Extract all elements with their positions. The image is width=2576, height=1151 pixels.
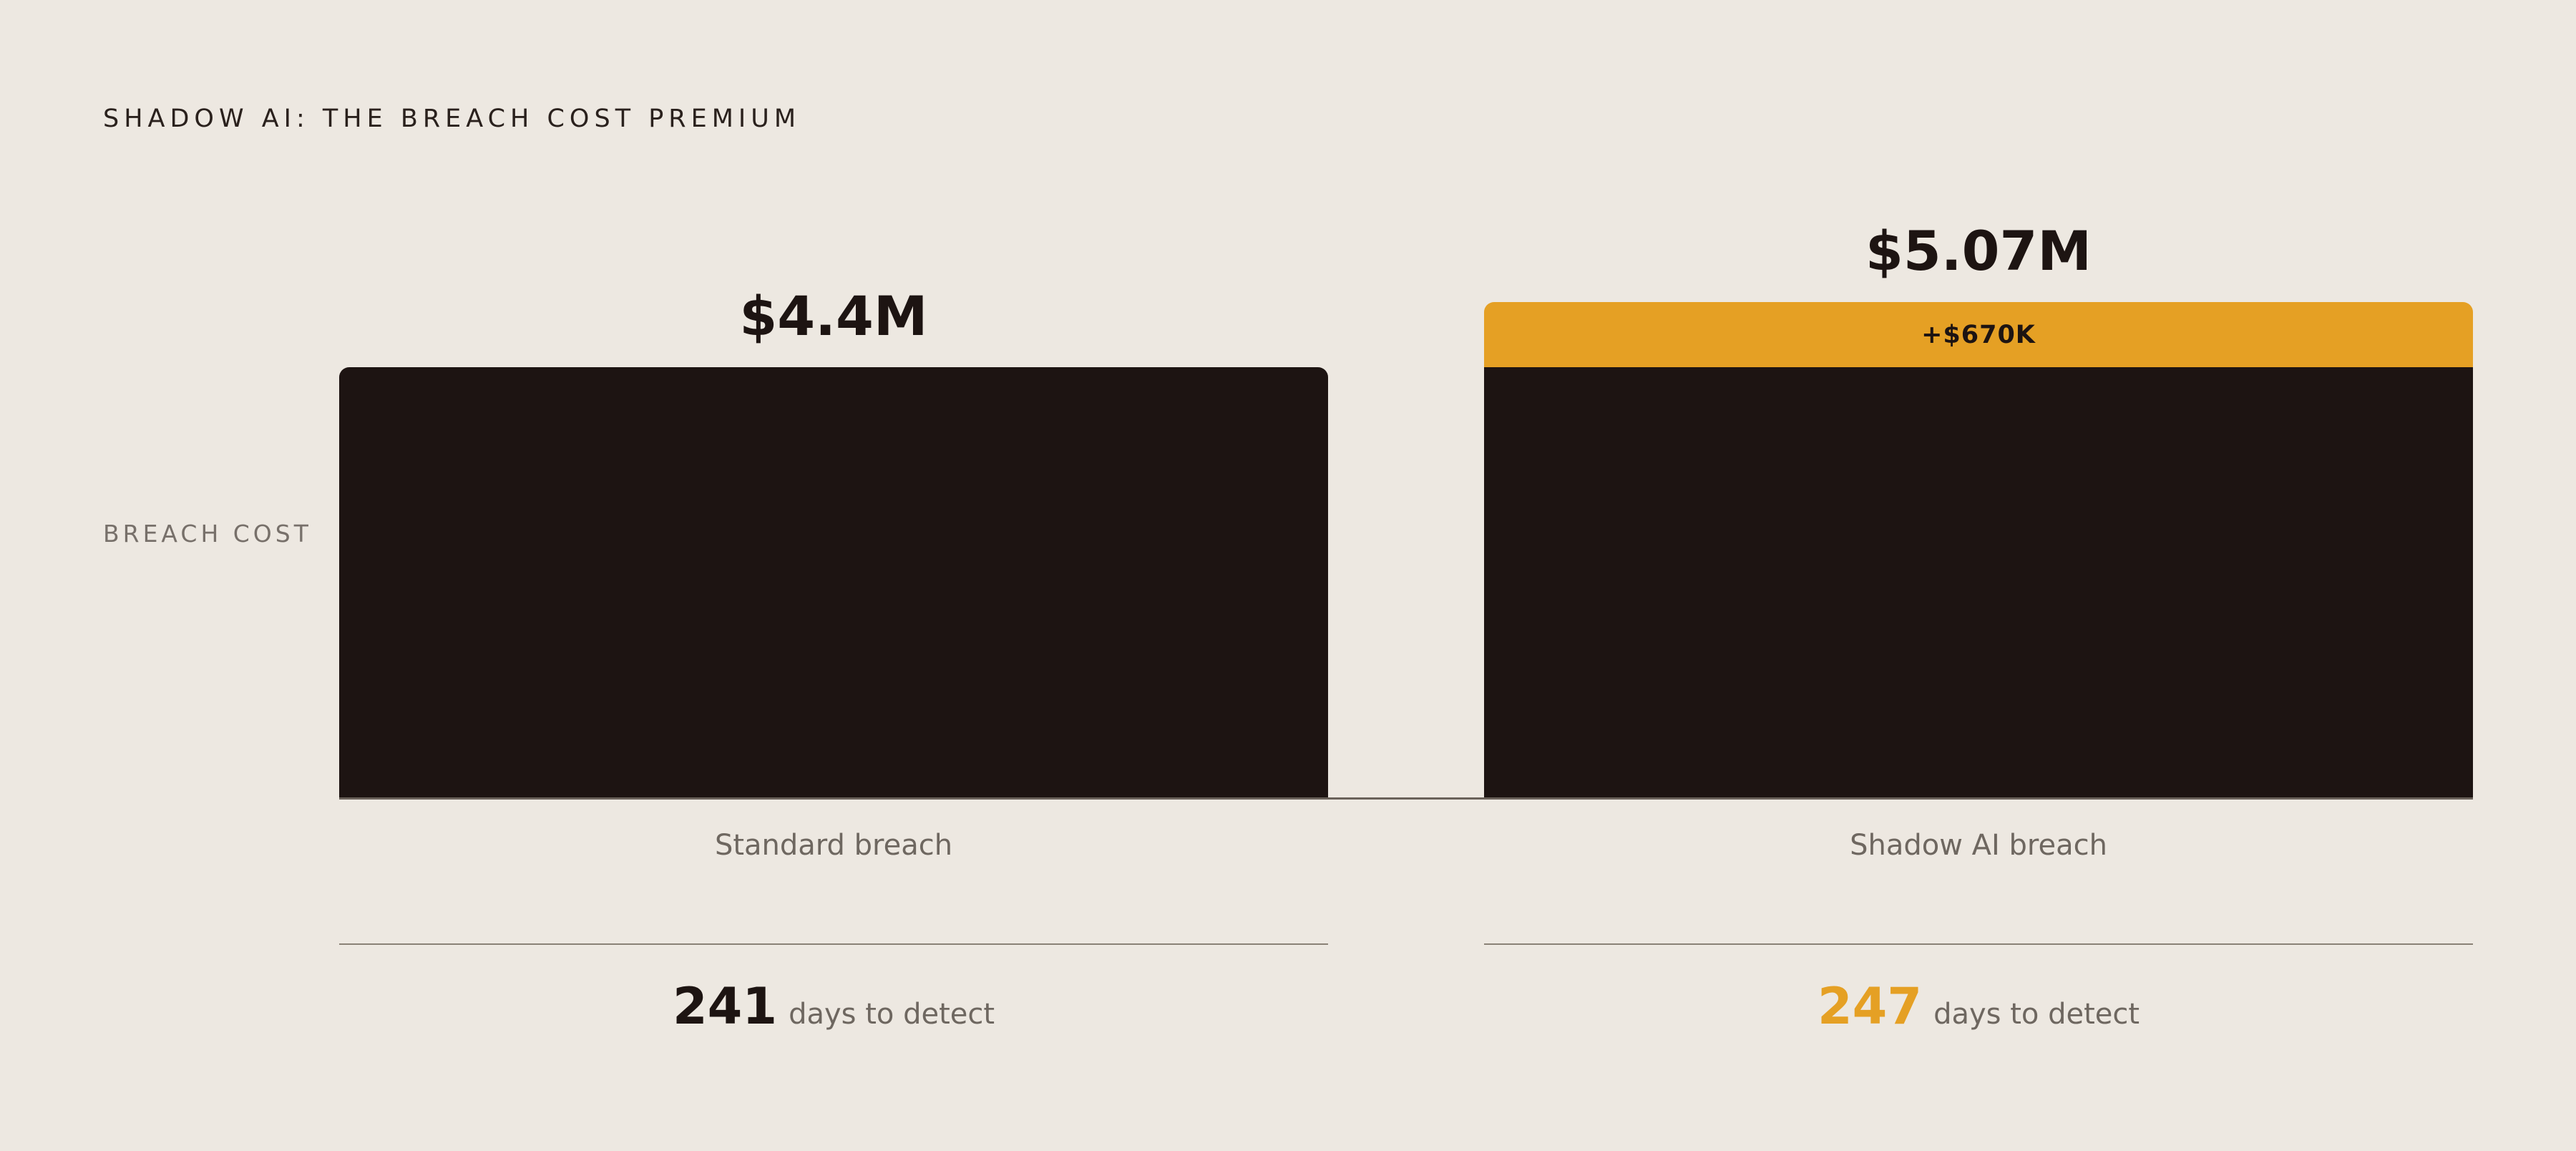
premium-label: +$670K <box>1921 320 2036 349</box>
divider-standard <box>339 943 1328 945</box>
y-axis-label: BREACH COST <box>103 520 312 548</box>
days-value: 247 <box>1817 977 1923 1036</box>
category-label-standard: Standard breach <box>714 829 953 862</box>
category-label-shadow-ai: Shadow AI breach <box>1850 829 2107 862</box>
bar-total-label-standard: $4.4M <box>739 284 928 349</box>
chart-title: SHADOW AI: THE BREACH COST PREMIUM <box>103 105 801 133</box>
bar-total-label-shadow-ai: $5.07M <box>1865 219 2092 283</box>
divider-shadow-ai <box>1484 943 2473 945</box>
x-axis-baseline <box>339 797 2473 800</box>
days-text: days to detect <box>1933 998 2140 1031</box>
days-text: days to detect <box>789 998 995 1031</box>
bar-standard-breach <box>339 367 1328 797</box>
days-value: 241 <box>672 977 778 1036</box>
days-to-detect-shadow-ai: 247 days to detect <box>1484 977 2473 1036</box>
bar-shadow-ai-breach <box>1484 367 2473 797</box>
days-to-detect-standard: 241 days to detect <box>339 977 1328 1036</box>
bar-premium-segment: +$670K <box>1484 302 2473 368</box>
